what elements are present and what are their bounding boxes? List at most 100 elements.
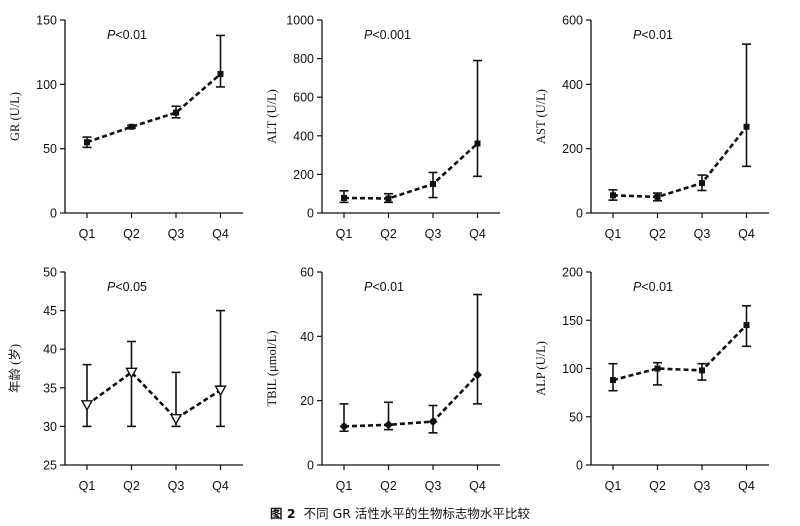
p-symbol: P <box>107 28 116 42</box>
y-tick-label: 20 <box>300 394 314 408</box>
x-tick-label: Q1 <box>336 227 353 241</box>
data-point <box>214 385 227 397</box>
data-point <box>173 109 179 116</box>
y-tick-label: 0 <box>576 207 583 221</box>
data-point <box>474 140 481 147</box>
p-value-text: <0.01 <box>641 280 673 294</box>
data-point <box>341 194 347 201</box>
p-value-text: <0.001 <box>372 28 411 42</box>
p-value-annotation: P<0.001 <box>364 28 411 42</box>
y-tick-label: 1000 <box>286 14 314 28</box>
y-axis-title: ALP (U/L) <box>534 341 548 396</box>
x-tick-label: Q4 <box>212 227 229 241</box>
y-tick-label: 800 <box>293 52 314 66</box>
chart-panel-5: 0 20 40 60 Q1 Q2 Q3 Q4 TBIL (μmol/L) P<0.01 <box>265 266 500 493</box>
y-tick-label: 50 <box>569 410 583 424</box>
y-tick-label: 150 <box>36 14 57 28</box>
p-symbol: P <box>364 280 373 294</box>
p-symbol: P <box>633 280 642 294</box>
y-tick-label: 200 <box>562 142 583 156</box>
data-point <box>384 420 393 430</box>
data-point <box>84 139 90 146</box>
y-tick-label: 0 <box>50 207 57 221</box>
x-tick-label: Q1 <box>605 479 622 493</box>
x-tick-label: Q4 <box>212 479 229 493</box>
p-symbol: P <box>107 280 116 294</box>
data-point <box>385 195 392 202</box>
x-tick-label: Q3 <box>694 479 711 493</box>
p-value-annotation: P<0.01 <box>107 28 147 42</box>
y-tick-label: 40 <box>300 330 314 344</box>
y-tick-label: 35 <box>43 381 57 395</box>
y-tick-label: 0 <box>307 207 314 221</box>
p-value-annotation: P<0.05 <box>107 280 147 294</box>
chart-panel-4: 25 30 35 40 45 50 Q1 Q2 Q3 Q4 年龄 (岁) P<0.05 <box>7 266 243 493</box>
y-axis-title: GR (U/L) <box>8 92 22 141</box>
data-point <box>610 377 616 384</box>
p-value-annotation: P<0.01 <box>364 280 404 294</box>
data-point <box>743 123 750 130</box>
y-tick-label: 0 <box>576 459 583 473</box>
y-tick-label: 60 <box>300 266 314 280</box>
data-point <box>217 71 224 78</box>
x-tick-label: Q2 <box>380 227 397 241</box>
data-point <box>699 367 705 374</box>
series-line <box>86 73 222 144</box>
x-tick-label: Q1 <box>336 479 353 493</box>
series-line <box>343 374 479 428</box>
data-point <box>699 180 705 187</box>
x-tick-label: Q3 <box>425 479 442 493</box>
p-value-text: <0.01 <box>641 28 673 42</box>
x-tick-label: Q3 <box>168 227 185 241</box>
series-line <box>343 142 479 200</box>
figure-caption-text: 不同 GR 活性水平的生物标志物水平比较 <box>303 506 530 521</box>
x-tick-label: Q2 <box>649 227 666 241</box>
p-value-annotation: P<0.01 <box>633 28 673 42</box>
y-axis-title: ALT (U/L) <box>265 89 279 144</box>
x-tick-label: Q4 <box>738 479 755 493</box>
x-tick-label: Q4 <box>469 479 486 493</box>
x-tick-label: Q4 <box>738 227 755 241</box>
data-point <box>654 193 661 200</box>
figure-label: 图 2 <box>270 506 296 521</box>
x-tick-label: Q3 <box>694 227 711 241</box>
x-tick-label: Q3 <box>425 227 442 241</box>
x-tick-label: Q1 <box>79 227 96 241</box>
p-symbol: P <box>633 28 642 42</box>
y-axis-title: AST (U/L) <box>534 89 548 144</box>
chart-panel-6: 0 50 100 150 200 Q1 Q2 Q3 Q4 ALP (U/L) P<0.01 <box>534 266 769 493</box>
y-tick-label: 25 <box>43 459 57 473</box>
y-tick-label: 400 <box>562 78 583 92</box>
y-tick-label: 400 <box>293 129 314 143</box>
y-axis-title: 年龄 (岁) <box>7 344 22 393</box>
series-line <box>86 370 222 421</box>
chart-panel-1: 0 50 100 150 Q1 Q2 Q3 Q4 GR (U/L) P<0.01 <box>8 14 243 241</box>
data-point <box>169 413 183 426</box>
data-point <box>125 367 138 379</box>
data-point <box>339 421 349 431</box>
chart-panel-2: 0 200 400 600 800 1000 Q1 Q2 Q3 Q4 ALT (U/L) P<0.00… <box>265 14 500 241</box>
p-value-text: <0.01 <box>115 28 147 42</box>
y-tick-label: 100 <box>562 362 583 376</box>
y-tick-label: 45 <box>43 304 57 318</box>
p-value-text: <0.01 <box>372 280 404 294</box>
data-point <box>428 417 438 427</box>
series-line <box>612 324 748 382</box>
x-tick-label: Q4 <box>469 227 486 241</box>
x-tick-label: Q2 <box>123 479 140 493</box>
y-tick-label: 600 <box>293 91 314 105</box>
y-tick-label: 150 <box>562 314 583 328</box>
data-point <box>430 181 436 188</box>
data-point <box>128 123 135 130</box>
p-value-text: <0.05 <box>115 280 147 294</box>
figure-caption: 图 2 不同 GR 活性水平的生物标志物水平比较 <box>0 503 800 522</box>
p-value-annotation: P<0.01 <box>633 280 673 294</box>
x-tick-label: Q1 <box>605 227 622 241</box>
data-point <box>610 192 616 199</box>
y-axis-title: TBIL (μmol/L) <box>265 330 279 406</box>
x-tick-label: Q2 <box>649 479 666 493</box>
chart-panel-3: 0 200 400 600 Q1 Q2 Q3 Q4 AST (U/L) P<0.01 <box>534 14 769 241</box>
x-tick-label: Q2 <box>123 227 140 241</box>
y-tick-label: 200 <box>562 266 583 280</box>
